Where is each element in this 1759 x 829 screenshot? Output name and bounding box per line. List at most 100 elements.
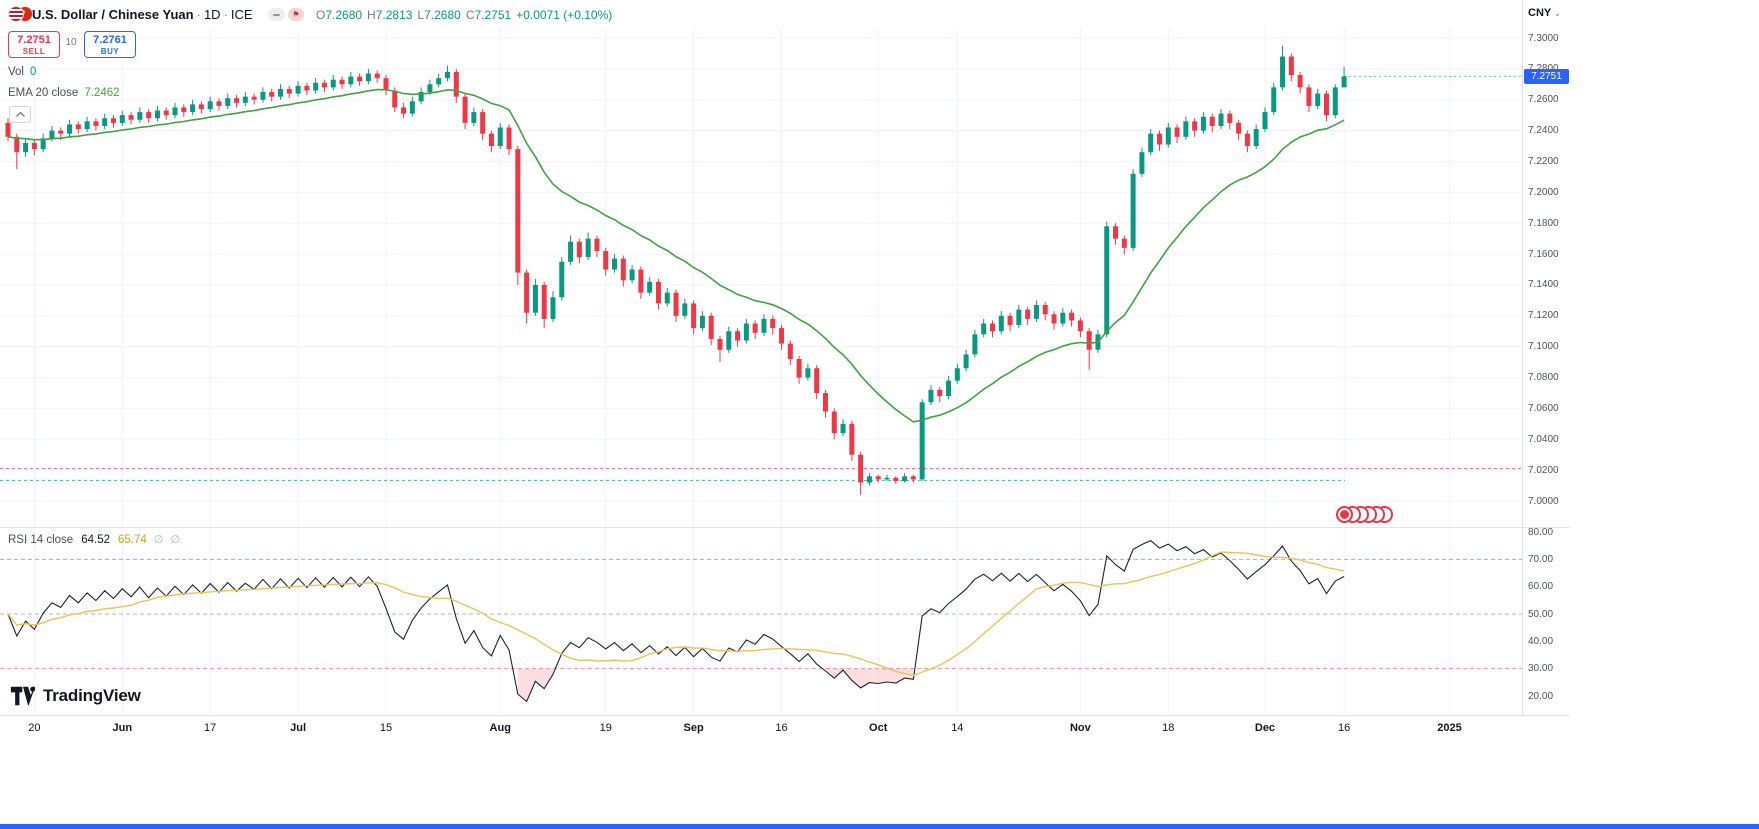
candle-body <box>919 402 925 480</box>
event-marker-icon[interactable] <box>1336 506 1353 523</box>
candle-body <box>524 272 530 313</box>
candle-body <box>31 142 37 150</box>
candle-body <box>902 476 908 481</box>
candle-body <box>128 115 134 120</box>
price-tick-label: 7.0800 <box>1528 372 1559 384</box>
pane-separator[interactable] <box>0 527 1570 528</box>
ema-legend[interactable]: EMA 20 close 7.2462 <box>8 87 120 99</box>
price-tick-label: 7.1800 <box>1528 217 1559 229</box>
candle-body <box>814 368 820 393</box>
high-label: H <box>367 8 376 22</box>
candle-body <box>207 101 213 109</box>
candle-body <box>146 112 152 119</box>
candle-body <box>1148 133 1154 153</box>
candle-body <box>647 281 653 293</box>
candle-body <box>1209 116 1215 126</box>
change-value: +0.0071 (+0.10%) <box>516 8 613 22</box>
candle-body <box>260 92 266 100</box>
candle-body <box>638 269 644 293</box>
price-tick-label: 7.0200 <box>1528 464 1559 476</box>
candle-body <box>163 110 169 116</box>
candle-body <box>884 477 890 480</box>
candle-body <box>137 112 143 120</box>
candle-body <box>1121 238 1127 248</box>
candle-body <box>216 101 222 106</box>
rsi-hide-icon-2[interactable]: ∅ <box>170 534 180 546</box>
price-axis-currency[interactable]: CNY ⌄ <box>1528 7 1561 19</box>
rsi-value: 64.52 <box>81 534 110 546</box>
main-pane <box>5 45 1347 495</box>
candle-body <box>787 343 793 360</box>
ema-label: EMA 20 close <box>8 87 79 99</box>
candle-body <box>198 104 204 109</box>
candle-body <box>383 78 389 91</box>
volume-legend[interactable]: Vol 0 <box>8 66 36 78</box>
spread-value: 10 <box>65 37 77 48</box>
candle-body <box>1244 133 1250 147</box>
candle-body <box>752 323 758 333</box>
candle-body <box>1236 122 1242 134</box>
candle-body <box>1174 127 1180 137</box>
price-tick-label: 7.1400 <box>1528 279 1559 291</box>
economic-event-markers[interactable] <box>1336 506 1393 523</box>
time-tick-label: 20 <box>28 722 41 734</box>
rsi-hide-icon[interactable]: ∅ <box>153 534 164 546</box>
candle-body <box>612 258 618 270</box>
time-tick-label: Dec <box>1254 722 1276 734</box>
rsi-tick-label: 40.00 <box>1528 635 1554 647</box>
rsi-legend[interactable]: RSI 14 close 64.52 65.74 ∅ ∅ <box>8 533 180 546</box>
candle-body <box>708 315 714 339</box>
candle-body <box>576 241 582 258</box>
candle-body <box>594 238 600 251</box>
candle-body <box>717 338 723 350</box>
time-axis[interactable]: 20 Jun 17 Jul 15 Aug 19 Sep 16 Oct 14 Nov 18 Dec 16 202… <box>0 715 1570 743</box>
tradingview-logo[interactable]: TradingView <box>10 686 141 706</box>
candle-body <box>664 292 670 304</box>
candle-body <box>251 96 257 100</box>
candle-body <box>40 138 46 150</box>
price-tick-label: 7.1200 <box>1528 310 1559 322</box>
candle-body <box>1218 113 1224 126</box>
candle-body <box>559 261 565 298</box>
time-tick-label: 16 <box>775 722 788 734</box>
timeframe-label[interactable]: 1D <box>203 7 221 22</box>
minimize-chip[interactable] <box>268 8 285 21</box>
rsi-tick-label: 20.00 <box>1528 690 1554 702</box>
candle-body <box>471 112 477 123</box>
candle-body <box>515 149 521 273</box>
sell-button[interactable]: 7.2751 SELL <box>8 31 60 58</box>
candle-body <box>339 79 345 85</box>
candle-body <box>1280 56 1286 88</box>
candle-body <box>348 76 354 85</box>
candle-body <box>365 73 371 82</box>
minus-icon <box>273 13 280 16</box>
candle-body <box>330 79 336 88</box>
candle-body <box>998 315 1004 332</box>
candle-body <box>726 331 732 350</box>
rsi-oversold-fill <box>825 668 914 688</box>
collapse-legends-button[interactable] <box>9 106 31 123</box>
flag-chip[interactable]: ⚑ <box>288 8 304 21</box>
candle-body <box>1306 87 1312 106</box>
rsi-line <box>7 539 1345 703</box>
candle-body <box>1262 112 1268 130</box>
time-tick-label: 14 <box>951 722 964 734</box>
candle-body <box>954 368 960 381</box>
time-tick-label: 15 <box>379 722 393 734</box>
candle-body <box>1156 133 1162 145</box>
candle-body <box>1253 129 1259 147</box>
symbol-name[interactable]: U.S. Dollar / Chinese Yuan <box>32 7 194 22</box>
price-tick-label: 7.2400 <box>1528 125 1559 137</box>
candle-body <box>532 284 538 313</box>
buy-button[interactable]: 7.2761 BUY <box>84 31 136 58</box>
price-tick-label: 7.1000 <box>1528 341 1559 353</box>
candle-body <box>673 292 679 316</box>
candle-body <box>1165 127 1171 145</box>
candle-body <box>620 258 626 281</box>
time-tick-label: Jul <box>290 722 307 734</box>
rsi-tick-label: 30.00 <box>1528 663 1554 675</box>
chart-canvas[interactable] <box>0 0 1522 745</box>
price-axis[interactable]: CNY ⌄ 7.3000 7.2800 7.2600 7.2400 7.2200 7.20… <box>1522 0 1570 742</box>
candle-body <box>1113 226 1119 239</box>
symbol-title[interactable]: U.S. Dollar / Chinese Yuan · 1D · ICE <box>32 7 253 22</box>
